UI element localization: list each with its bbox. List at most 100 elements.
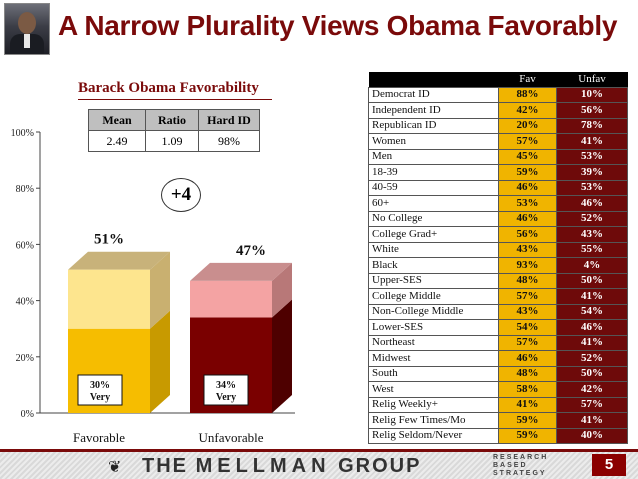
chart-title: Barack Obama Favorability	[78, 80, 259, 96]
crosstab-fav-value: 45%	[498, 149, 557, 165]
crosstab-row-label: No College	[368, 211, 499, 227]
crosstab-fav-value: 57%	[498, 335, 557, 351]
crosstab-header-unfav: Unfav	[556, 72, 628, 88]
x-category-label: Unfavorable	[199, 430, 264, 445]
y-tick-label: 100%	[11, 128, 34, 139]
crosstab-unfav-value: 46%	[556, 319, 628, 336]
crosstab-row: College Grad+ 56% 43%	[368, 226, 628, 243]
crosstab-fav-value: 56%	[498, 226, 557, 243]
y-tick-label: 60%	[16, 240, 34, 251]
x-category-label: Favorable	[73, 430, 125, 445]
crosstab-fav-value: 59%	[498, 428, 557, 444]
crosstab-row: Northeast 57% 41%	[368, 335, 628, 351]
crosstab-row: 18-39 59% 39%	[368, 164, 628, 181]
crosstab-row-label: 18-39	[368, 164, 499, 181]
crosstab-fav-value: 48%	[498, 273, 557, 289]
crosstab-unfav-value: 41%	[556, 335, 628, 351]
crosstab-unfav-value: 57%	[556, 397, 628, 413]
bar-total-label: 47%	[236, 243, 266, 259]
stats-header-ratio: Ratio	[145, 109, 199, 131]
crosstab-fav-value: 59%	[498, 164, 557, 181]
logo-group: GROUP	[338, 455, 422, 477]
very-label-box	[77, 374, 123, 406]
stats-value-mean: 2.49	[88, 130, 146, 152]
crosstab-row: Men 45% 53%	[368, 149, 628, 165]
logo-tagline: RESEARCH BASED STRATEGY	[493, 454, 548, 478]
bar-somewhat	[190, 280, 272, 318]
crosstab-row: West 58% 42%	[368, 381, 628, 398]
mellman-bird-icon: ❦	[108, 459, 122, 476]
page-number: 5	[592, 454, 626, 476]
tagline-strategy: STRATEGY	[493, 470, 547, 477]
crosstab-unfav-value: 54%	[556, 304, 628, 320]
crosstab-unfav-value: 41%	[556, 133, 628, 150]
crosstab-unfav-value: 78%	[556, 118, 628, 134]
crosstab-row: White 43% 55%	[368, 242, 628, 258]
crosstab-row: Midwest 46% 52%	[368, 350, 628, 367]
crosstab-unfav-value: 53%	[556, 180, 628, 196]
crosstab-row: Republican ID 20% 78%	[368, 118, 628, 134]
crosstab-unfav-value: 42%	[556, 381, 628, 398]
crosstab-fav-value: 57%	[498, 288, 557, 305]
tagline-based: BASED	[493, 462, 528, 469]
crosstab-fav-value: 93%	[498, 257, 557, 274]
crosstab-row-label: Democrat ID	[368, 87, 499, 103]
crosstab-row-label: West	[368, 381, 499, 398]
bar-somewhat	[68, 269, 150, 329]
chart-title-underline	[78, 99, 272, 100]
logo-the: THE	[142, 455, 188, 477]
very-label-box	[203, 374, 249, 406]
crosstab-row: College Middle 57% 41%	[368, 288, 628, 305]
crosstab-row-label: 40-59	[368, 180, 499, 196]
very-word-label: Very	[90, 392, 110, 403]
crosstab-unfav-value: 39%	[556, 164, 628, 181]
crosstab-header-fav: Fav	[498, 72, 557, 88]
crosstab-unfav-value: 43%	[556, 226, 628, 243]
crosstab-fav-value: 54%	[498, 319, 557, 336]
bar-side-somewhat	[150, 251, 170, 329]
crosstab-row: No College 46% 52%	[368, 211, 628, 227]
crosstab-row-label: 60+	[368, 195, 499, 212]
crosstab-row: Democrat ID 88% 10%	[368, 87, 628, 103]
crosstab-row-label: Republican ID	[368, 118, 499, 134]
bar-top	[68, 251, 170, 270]
crosstab-fav-value: 46%	[498, 350, 557, 367]
crosstab-row-label: College Middle	[368, 288, 499, 305]
crosstab-fav-value: 46%	[498, 180, 557, 196]
stats-value-ratio: 1.09	[145, 130, 199, 152]
bar-top	[190, 262, 292, 281]
logo-mellman: MELLMAN	[195, 455, 331, 477]
slide-title: A Narrow Plurality Views Obama Favorably	[58, 10, 618, 41]
crosstab-row: 40-59 46% 53%	[368, 180, 628, 196]
crosstab-row: Independent ID 42% 56%	[368, 102, 628, 119]
bar-side-very	[150, 310, 170, 413]
footer-bar: ❦ THE MELLMAN GROUP RESEARCH BASED STRAT…	[0, 452, 638, 479]
crosstab-row: Non-College Middle 43% 54%	[368, 304, 628, 320]
crosstab-fav-value: 48%	[498, 366, 557, 382]
crosstab-row: Women 57% 41%	[368, 133, 628, 150]
bar-side-somewhat	[272, 262, 292, 318]
crosstab-row-label: College Grad+	[368, 226, 499, 243]
crosstab-row: 60+ 53% 46%	[368, 195, 628, 212]
crosstab-unfav-value: 10%	[556, 87, 628, 103]
crosstab-fav-value: 20%	[498, 118, 557, 134]
crosstab-unfav-value: 46%	[556, 195, 628, 212]
crosstab-unfav-value: 4%	[556, 257, 628, 274]
crosstab-row-label: Non-College Middle	[368, 304, 499, 320]
crosstab-unfav-value: 52%	[556, 211, 628, 227]
stats-value-hard-id: 98%	[198, 130, 260, 152]
crosstab-row: Upper-SES 48% 50%	[368, 273, 628, 289]
y-tick-label: 0%	[21, 409, 34, 420]
crosstab-row-label: Women	[368, 133, 499, 150]
crosstab-fav-value: 46%	[498, 211, 557, 227]
crosstab-row: South 48% 50%	[368, 366, 628, 382]
crosstab-row: Relig Seldom/Never 59% 40%	[368, 428, 628, 444]
y-tick-label: 40%	[16, 297, 34, 308]
crosstab-row-label: Independent ID	[368, 102, 499, 119]
crosstab-unfav-value: 50%	[556, 273, 628, 289]
mellman-logo: THE MELLMAN GROUP	[142, 455, 421, 478]
stats-table: Mean Ratio Hard ID 2.49 1.09 98%	[88, 109, 260, 152]
bar-total-label: 51%	[94, 232, 124, 248]
crosstab-fav-value: 41%	[498, 397, 557, 413]
crosstab-fav-value: 43%	[498, 242, 557, 258]
